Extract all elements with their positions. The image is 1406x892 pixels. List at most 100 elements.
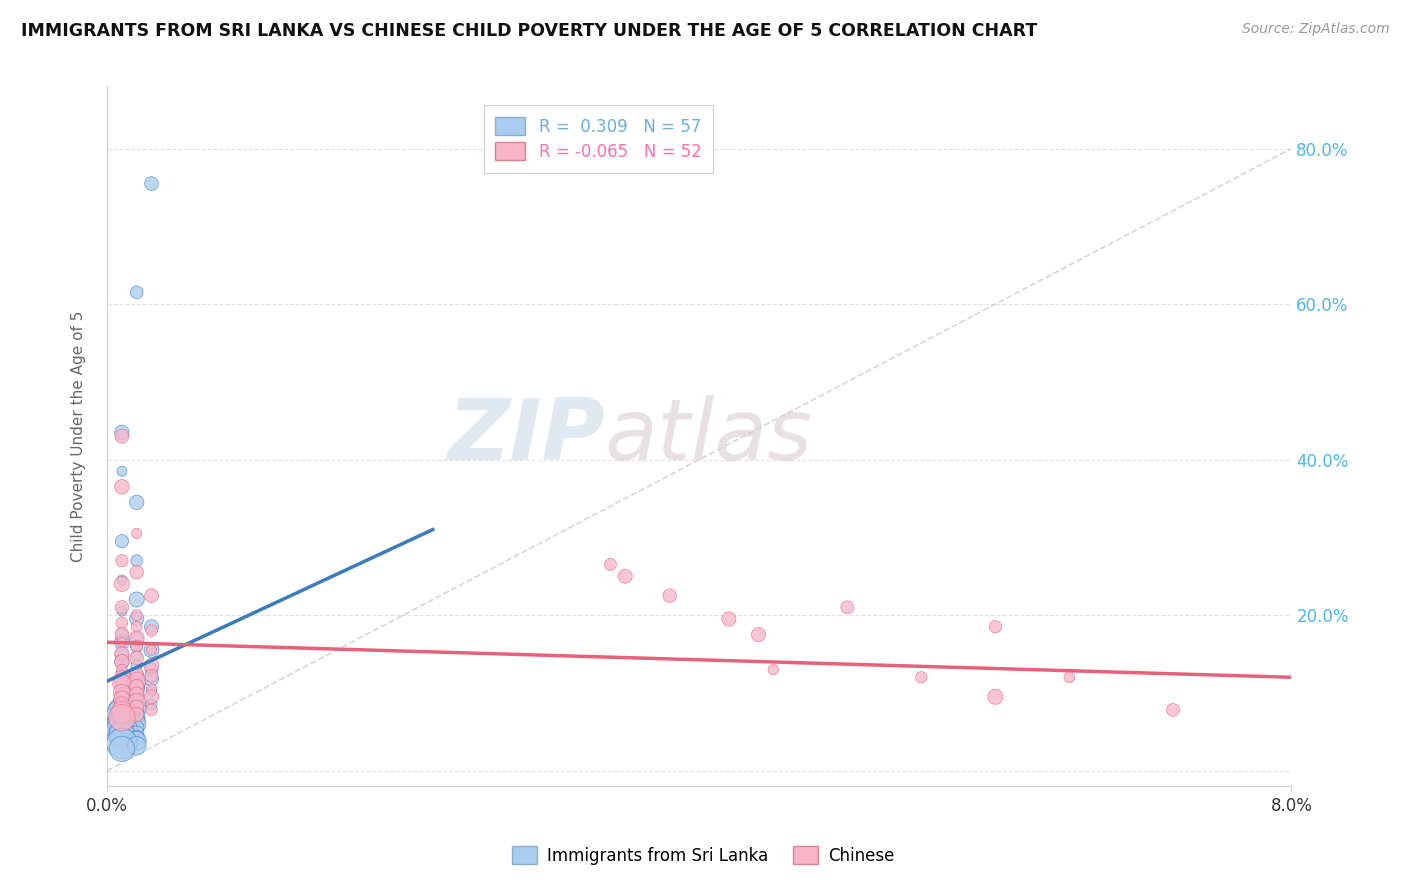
Point	[141, 690, 163, 704]
Point	[125, 620, 148, 634]
Point	[1059, 670, 1081, 684]
Point	[125, 690, 148, 704]
Point	[141, 672, 163, 686]
Point	[125, 658, 148, 673]
Point	[111, 723, 134, 738]
Point	[111, 627, 134, 641]
Point	[141, 698, 163, 712]
Point	[111, 663, 134, 677]
Point	[111, 711, 134, 725]
Point	[910, 670, 932, 684]
Point	[747, 627, 769, 641]
Point	[125, 639, 148, 653]
Point	[111, 480, 134, 494]
Point	[125, 726, 148, 740]
Point	[111, 647, 134, 661]
Point	[125, 639, 148, 653]
Point	[141, 663, 163, 677]
Point	[111, 687, 134, 701]
Point	[111, 672, 134, 686]
Point	[125, 650, 148, 665]
Point	[125, 699, 148, 714]
Point	[125, 695, 148, 709]
Point	[111, 429, 134, 443]
Point	[125, 734, 148, 748]
Point	[111, 666, 134, 681]
Point	[111, 674, 134, 689]
Point	[125, 526, 148, 541]
Point	[125, 681, 148, 696]
Legend: R =  0.309   N = 57, R = -0.065   N = 52: R = 0.309 N = 57, R = -0.065 N = 52	[484, 105, 713, 172]
Point	[125, 285, 148, 300]
Point	[125, 707, 148, 722]
Point	[762, 663, 785, 677]
Point	[125, 709, 148, 723]
Point	[111, 600, 134, 615]
Point	[125, 612, 148, 626]
Point	[111, 680, 134, 694]
Y-axis label: Child Poverty Under the Age of 5: Child Poverty Under the Age of 5	[72, 310, 86, 562]
Point	[984, 690, 1007, 704]
Text: Source: ZipAtlas.com: Source: ZipAtlas.com	[1241, 22, 1389, 37]
Text: atlas: atlas	[605, 395, 813, 478]
Point	[111, 655, 134, 669]
Point	[141, 669, 163, 683]
Point	[111, 707, 134, 722]
Text: ZIP: ZIP	[447, 395, 605, 478]
Point	[111, 711, 134, 725]
Point	[125, 731, 148, 745]
Point	[111, 706, 134, 720]
Point	[837, 600, 859, 615]
Point	[125, 717, 148, 731]
Point	[111, 736, 134, 750]
Point	[111, 698, 134, 712]
Point	[125, 721, 148, 735]
Point	[111, 573, 134, 587]
Point	[111, 655, 134, 669]
Point	[111, 676, 134, 690]
Point	[111, 686, 134, 700]
Point	[125, 554, 148, 568]
Point	[111, 554, 134, 568]
Point	[111, 718, 134, 732]
Point	[125, 666, 148, 681]
Point	[141, 643, 163, 657]
Point	[111, 729, 134, 743]
Point	[111, 692, 134, 706]
Point	[141, 177, 163, 191]
Point	[614, 569, 637, 583]
Point	[125, 566, 148, 580]
Point	[111, 464, 134, 478]
Legend: Immigrants from Sri Lanka, Chinese: Immigrants from Sri Lanka, Chinese	[503, 838, 903, 873]
Point	[125, 739, 148, 753]
Point	[111, 693, 134, 707]
Point	[141, 589, 163, 603]
Point	[111, 627, 134, 641]
Point	[111, 724, 134, 739]
Point	[984, 620, 1007, 634]
Point	[111, 604, 134, 618]
Point	[125, 592, 148, 607]
Point	[658, 589, 681, 603]
Point	[141, 643, 163, 657]
Point	[111, 699, 134, 714]
Point	[125, 648, 148, 663]
Point	[125, 669, 148, 683]
Point	[1161, 703, 1184, 717]
Point	[111, 425, 134, 440]
Point	[111, 703, 134, 717]
Point	[125, 608, 148, 623]
Point	[141, 703, 163, 717]
Point	[125, 632, 148, 646]
Point	[111, 615, 134, 630]
Point	[717, 612, 740, 626]
Point	[111, 732, 134, 747]
Point	[141, 624, 163, 638]
Point	[125, 674, 148, 689]
Point	[111, 715, 134, 730]
Point	[141, 658, 163, 673]
Point	[125, 687, 148, 701]
Point	[111, 741, 134, 756]
Point	[141, 681, 163, 696]
Point	[599, 558, 621, 572]
